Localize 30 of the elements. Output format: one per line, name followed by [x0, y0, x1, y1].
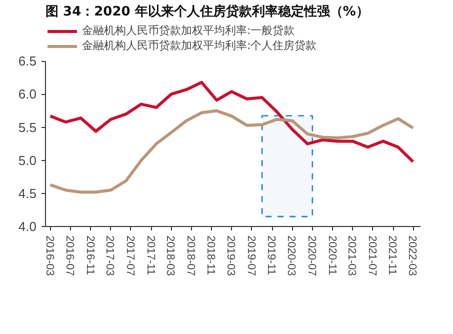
- y-tick-label: 5.5: [18, 120, 37, 135]
- x-tick-label: 2018-07: [184, 236, 196, 276]
- y-tick-label: 4.0: [18, 219, 37, 234]
- line-series: [48, 80, 415, 164]
- legend-label: 金融机构人民币贷款加权平均利率:个人住房贷款: [82, 38, 317, 53]
- x-tick-label: 2020-11: [326, 236, 338, 276]
- y-tick-label: 6.0: [18, 86, 37, 102]
- chart-title: 图 34：2020 年以来个人住房贷款利率稳定性强（%）: [46, 4, 369, 20]
- x-tick-label: 2021-07: [366, 236, 378, 276]
- y-tick-label: 6.5: [18, 54, 37, 69]
- x-tick-label: 2016-07: [64, 236, 76, 276]
- x-tick-label: 2021-03: [346, 236, 358, 276]
- x-tick-label: 2016-11: [84, 236, 96, 276]
- x-tick-label: 2020-03: [285, 236, 298, 276]
- x-tick-label: 2018-03: [164, 236, 176, 276]
- y-tick-label: 4.5: [18, 186, 37, 201]
- line-series: [48, 109, 415, 194]
- y-tick-label: 5.0: [18, 152, 37, 168]
- x-tick-label: 2017-07: [124, 236, 136, 276]
- x-tick-label: 2017-11: [144, 236, 156, 276]
- x-tick-label: 2016-03: [43, 236, 56, 276]
- x-tick-label: 2019-11: [265, 236, 278, 276]
- x-tick-label: 2022-03: [406, 236, 418, 276]
- x-tick-label: 2020-07: [305, 236, 318, 276]
- x-tick-label: 2019-03: [224, 236, 237, 276]
- x-tick-label: 2018-11: [204, 236, 217, 276]
- legend-label: 金融机构人民币贷款加权平均利率:一般贷款: [82, 23, 295, 38]
- x-tick-label: 2017-03: [104, 236, 116, 276]
- x-tick-label: 2019-07: [244, 236, 257, 276]
- x-tick-label: 2021-11: [386, 236, 398, 276]
